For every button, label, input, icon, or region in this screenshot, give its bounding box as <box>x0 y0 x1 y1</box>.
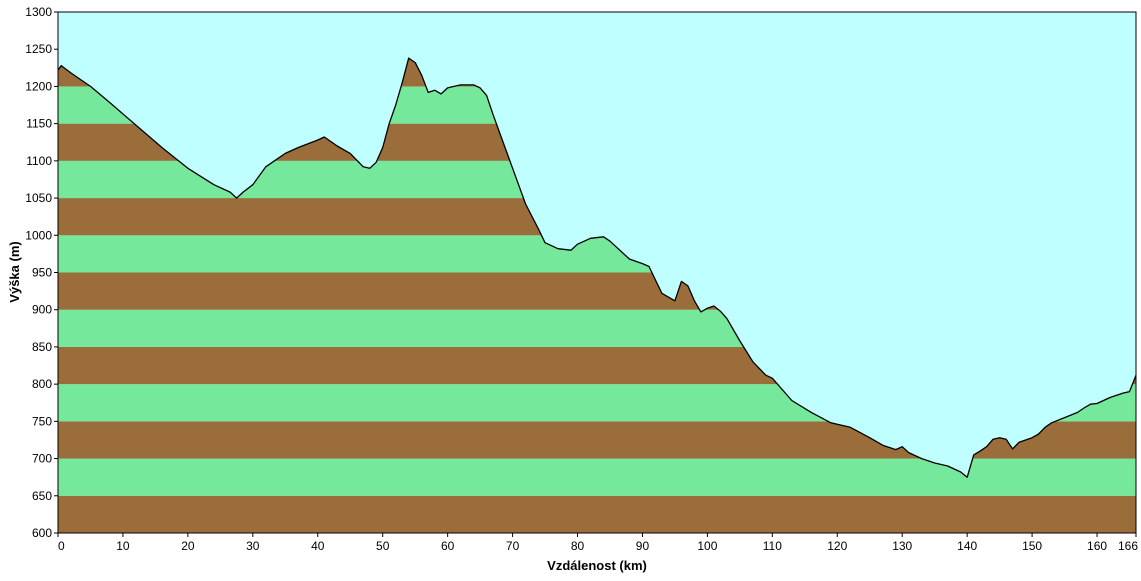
x-tick-label: 120 <box>827 539 847 553</box>
x-tick-label: 30 <box>246 539 260 553</box>
x-tick-label: 150 <box>1022 539 1042 553</box>
y-tick-label: 800 <box>32 377 52 391</box>
y-tick-label: 1200 <box>25 79 52 93</box>
y-tick-label: 850 <box>32 340 52 354</box>
x-tick-label: 160 <box>1087 539 1107 553</box>
x-tick-label: 60 <box>441 539 455 553</box>
x-tick-label: 110 <box>763 539 782 553</box>
x-tick-label: 140 <box>957 539 977 553</box>
y-tick-label: 1000 <box>25 228 52 242</box>
y-tick-label: 950 <box>32 266 52 280</box>
y-tick-label: 900 <box>32 303 52 317</box>
x-axis-title: Vzdálenost (km) <box>547 558 647 573</box>
x-tick-label: 50 <box>376 539 390 553</box>
y-tick-label: 1300 <box>25 5 52 19</box>
y-tick-label: 750 <box>32 414 52 428</box>
x-tick-label: 40 <box>311 539 325 553</box>
x-tick-label: 0 <box>58 539 65 553</box>
elevation-line <box>57 57 1137 478</box>
x-tick-label: 70 <box>506 539 520 553</box>
x-tick-label: 20 <box>181 539 195 553</box>
y-tick-label: 650 <box>32 489 52 503</box>
x-tick-label: 90 <box>636 539 650 553</box>
y-axis: 600 650 700 750 800 850 900 950 1000 1050 1100 1150… <box>25 5 58 540</box>
y-tick-label: 1150 <box>26 117 52 131</box>
y-axis-title: Výška (m) <box>7 241 22 302</box>
x-axis: 0 10 20 30 40 50 60 70 80 90 100 110 120 130 140 150 160… <box>57 533 1138 553</box>
elevation-band <box>58 458 1136 496</box>
y-tick-label: 1050 <box>25 191 52 205</box>
x-tick-label: 100 <box>697 539 717 553</box>
y-tick-label: 600 <box>32 526 52 540</box>
y-tick-label: 1250 <box>25 42 52 56</box>
x-tick-label: 166 <box>1118 539 1138 553</box>
x-tick-label: 80 <box>571 539 585 553</box>
elevation-band <box>58 495 1136 533</box>
x-tick-label: 130 <box>892 539 912 553</box>
y-tick-label: 1100 <box>26 154 52 168</box>
x-tick-label: 10 <box>116 539 130 553</box>
y-tick-label: 700 <box>32 452 52 466</box>
plot-area <box>57 11 1137 534</box>
